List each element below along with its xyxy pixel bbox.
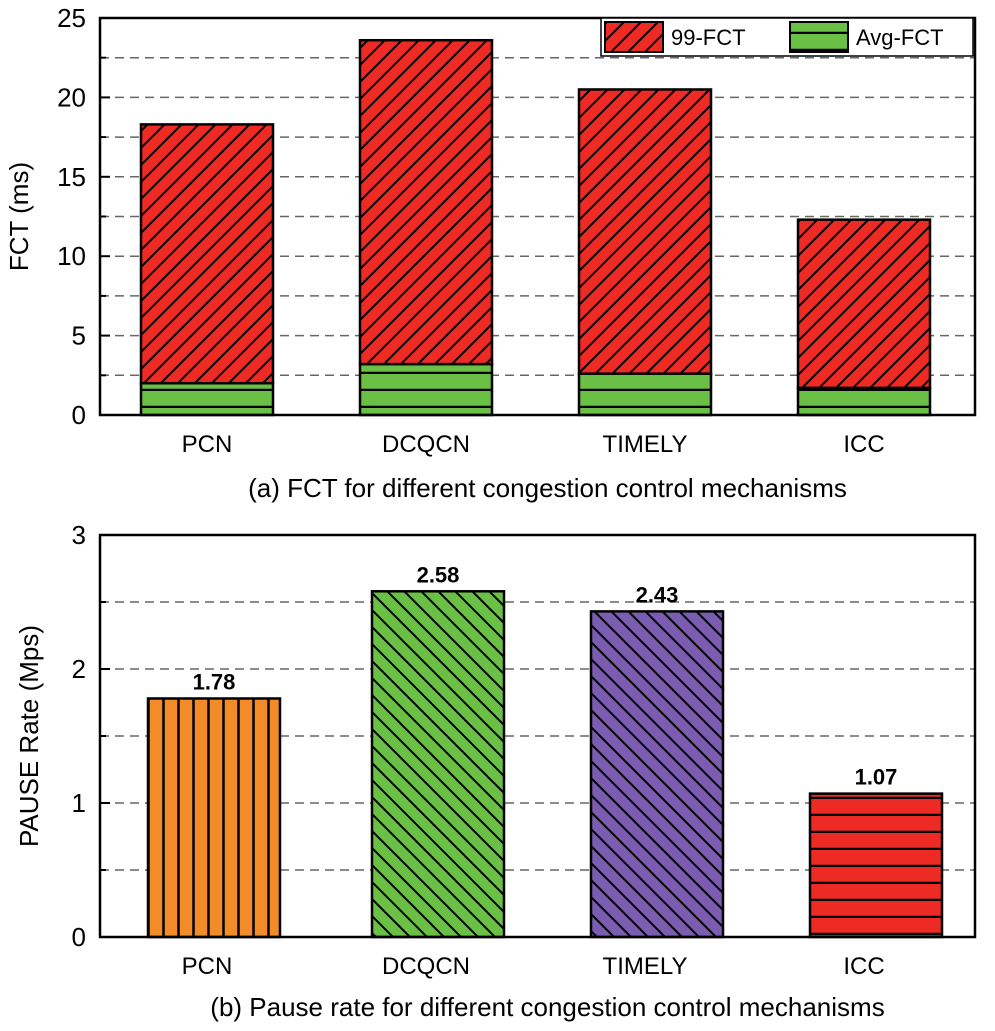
legend-label-99-fct: 99-FCT xyxy=(671,25,746,50)
pause-y-ticks: 0 1 2 3 xyxy=(72,520,110,952)
pause-x-labels: PCN DCQCN TIMELY ICC xyxy=(182,953,885,980)
fct-caption: (a) FCT for different congestion control… xyxy=(248,473,847,503)
x-tick-label-icc: ICC xyxy=(843,953,884,980)
fct-y-axis-title: FCT (ms) xyxy=(4,162,34,271)
data-label-timely: 2.43 xyxy=(636,582,679,607)
x-tick-label-dcqcn: DCQCN xyxy=(382,953,470,980)
bar-99-fct-pattern-icc xyxy=(796,218,932,390)
fct-bars xyxy=(139,38,932,417)
bar-99-fct-pattern-dcqcn xyxy=(358,38,494,366)
data-label-icc: 1.07 xyxy=(855,765,898,790)
bar-avg-fct-pattern-dcqcn xyxy=(358,362,494,417)
y-tick-label-1: 1 xyxy=(72,788,86,818)
fct-legend: 99-FCT Avg-FCT xyxy=(600,17,974,57)
legend-label-avg-fct: Avg-FCT xyxy=(856,25,944,50)
y-tick-label-10: 10 xyxy=(57,241,86,271)
x-tick-label-dcqcn: DCQCN xyxy=(382,431,470,458)
legend-swatch-99-fct-pattern xyxy=(604,21,664,53)
y-tick-label-0: 0 xyxy=(72,922,86,952)
data-label-dcqcn: 2.58 xyxy=(417,562,460,587)
bar-avg-fct-pattern-pcn xyxy=(139,381,275,417)
fct-y-ticks: 0 5 10 15 20 25 xyxy=(57,3,110,430)
y-tick-label-0: 0 xyxy=(72,400,86,430)
pause-bars xyxy=(146,590,944,939)
pause-gridlines xyxy=(100,601,975,871)
x-tick-label-icc: ICC xyxy=(843,431,884,458)
x-tick-label-pcn: PCN xyxy=(182,431,233,458)
x-tick-label-timely: TIMELY xyxy=(603,431,688,458)
fct-chart: 0 5 10 15 20 25 PCN DCQCN TIMELY ICC FCT (ms) (a… xyxy=(4,3,977,503)
y-tick-label-20: 20 xyxy=(57,82,86,112)
pause-y-axis-title: PAUSE Rate (Mps) xyxy=(14,625,44,847)
bar-pause-pattern-timely xyxy=(589,610,725,939)
bar-99-fct-pattern-timely xyxy=(577,88,713,375)
bar-avg-fct-pattern-timely xyxy=(577,372,713,417)
legend-swatch-avg-fct-pattern xyxy=(789,21,849,53)
bar-pause-pattern-dcqcn xyxy=(370,590,506,939)
bar-pause-pattern-icc xyxy=(808,792,944,939)
fct-x-labels: PCN DCQCN TIMELY ICC xyxy=(182,431,885,458)
x-tick-label-timely: TIMELY xyxy=(603,953,688,980)
x-tick-label-pcn: PCN xyxy=(182,953,233,980)
bar-avg-fct-pattern-icc xyxy=(796,386,932,417)
pause-caption: (b) Pause rate for different congestion … xyxy=(210,992,884,1022)
y-tick-label-2: 2 xyxy=(72,654,86,684)
y-tick-label-5: 5 xyxy=(72,321,86,351)
y-tick-label-25: 25 xyxy=(57,3,86,33)
bar-99-fct-pattern-pcn xyxy=(139,123,275,385)
data-label-pcn: 1.78 xyxy=(193,669,236,694)
fct-gridlines xyxy=(100,56,975,377)
pause-data-labels: 1.78 2.58 2.43 1.07 xyxy=(193,562,898,789)
y-tick-label-15: 15 xyxy=(57,162,86,192)
bar-pause-pattern-pcn xyxy=(146,697,282,939)
y-tick-label-3: 3 xyxy=(72,520,86,550)
